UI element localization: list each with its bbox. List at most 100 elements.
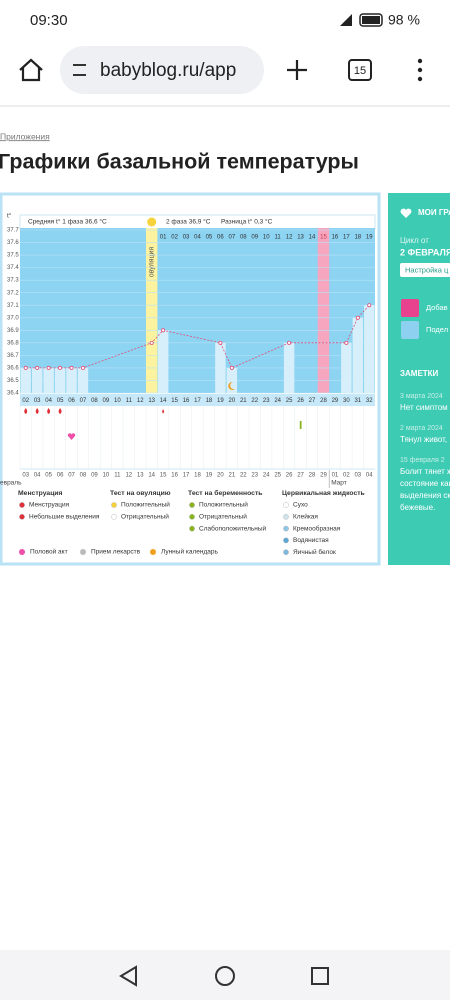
- phase1-average: Средняя t° 1 фаза 36,6 °C: [28, 218, 107, 226]
- home-nav-button[interactable]: [215, 966, 235, 986]
- legend-icon: [19, 514, 25, 520]
- date-label: 24: [263, 473, 270, 479]
- phase2-day-label: 13: [297, 235, 304, 241]
- temperature-point: [367, 303, 372, 308]
- note-date: 2 марта 2024: [400, 425, 443, 432]
- note-text: Тянул живот,: [400, 435, 447, 444]
- new-tab-button[interactable]: [287, 60, 307, 80]
- date-label: 27: [297, 473, 304, 479]
- legend-item: Небольшие выделения: [29, 513, 100, 521]
- temperature-bar: [226, 367, 238, 393]
- y-tick-label: 36.8: [7, 340, 19, 346]
- legend-icon: [283, 514, 289, 520]
- menu-button[interactable]: [417, 58, 423, 82]
- temperature-point: [229, 365, 234, 370]
- temperature-point: [149, 340, 154, 345]
- x-tick-label: 18: [206, 398, 213, 404]
- home-button[interactable]: [19, 58, 43, 82]
- recents-button[interactable]: [311, 967, 329, 985]
- legend-icon: [19, 502, 25, 508]
- x-tick-label: 04: [45, 398, 52, 404]
- y-tick-label: 36.6: [7, 366, 19, 372]
- date-label: 12: [125, 473, 132, 479]
- date-label: 26: [286, 473, 293, 479]
- phase2-day-label: 02: [171, 235, 178, 241]
- date-label: 25: [274, 473, 281, 479]
- y-tick-label: 37.6: [7, 240, 19, 246]
- date-label: 11: [114, 473, 121, 479]
- legend-item: Яичный белок: [293, 548, 336, 556]
- highlight-column: [317, 228, 330, 393]
- tabs-button[interactable]: [348, 59, 372, 81]
- date-label: 09: [91, 473, 98, 479]
- date-label: 18: [194, 473, 201, 479]
- temperature-bar: [341, 342, 352, 393]
- phase2-day-label: 05: [206, 235, 213, 241]
- signal-icon: [340, 14, 352, 26]
- temperature-point: [23, 365, 28, 370]
- x-tick-label: 07: [80, 398, 87, 404]
- plot-background: [20, 228, 375, 393]
- x-tick-label: 06: [68, 398, 75, 404]
- note-text: выделения ск: [400, 491, 450, 500]
- x-tick-label: 03: [34, 398, 41, 404]
- tab-count: 15: [354, 65, 366, 77]
- legend-icon: [189, 514, 195, 520]
- legend-item: Отрицательный: [121, 513, 169, 521]
- x-tick-label: 23: [263, 398, 270, 404]
- x-tick-label: 26: [297, 398, 304, 404]
- temperature-point: [355, 315, 360, 320]
- x-tick-label: 12: [137, 398, 144, 404]
- back-button[interactable]: [119, 965, 137, 987]
- legend-title: Менструация: [18, 490, 63, 497]
- date-label: 23: [251, 473, 258, 479]
- date-label: 29: [320, 473, 327, 479]
- legend-item: Клейкая: [293, 513, 318, 521]
- legend-item: Сухо: [293, 502, 308, 509]
- breadcrumb[interactable]: Приложения: [0, 131, 50, 141]
- temperature-bar: [43, 367, 54, 393]
- legend-icon: [111, 514, 117, 520]
- ovulation-column: [145, 228, 158, 393]
- legend-icon: [283, 537, 289, 544]
- date-label: 22: [240, 473, 247, 479]
- legend-item: Кремообразная: [293, 524, 341, 532]
- page-title: Графики базальной температуры: [0, 150, 359, 174]
- chart: t° Средняя t° 1 фаза 36,6 °C 2 фаза 36,9 °…: [0, 212, 376, 556]
- add-icon: [401, 299, 419, 317]
- phase2-average: 2 фаза 36,9 °C: [166, 218, 211, 226]
- settings-button[interactable]: [400, 263, 450, 277]
- y-tick-label: 37.3: [7, 278, 19, 284]
- site-settings-icon[interactable]: [73, 64, 86, 76]
- note-date: 15 февраля 2: [400, 457, 445, 464]
- note-text: состояние как: [400, 479, 450, 488]
- x-tick-label: 14: [160, 398, 167, 404]
- phase2-day-label: 04: [194, 235, 201, 241]
- legend-icon: [283, 525, 289, 532]
- legend-item: Прием лекарств: [91, 549, 141, 556]
- phase2-day-label: 17: [343, 235, 350, 241]
- legend-item: Слабоположительный: [199, 524, 267, 532]
- temperature-point: [35, 365, 40, 370]
- side-panel: [388, 193, 450, 565]
- note-date: 3 марта 2024: [400, 393, 443, 400]
- y-tick-label: 37.5: [7, 253, 19, 259]
- date-label: 21: [229, 473, 236, 479]
- heart-icon: [400, 208, 412, 218]
- y-tick-label: 36.7: [7, 353, 19, 359]
- month-label: Март: [331, 480, 347, 487]
- date-label: 15: [160, 473, 167, 479]
- y-tick-label: 37.2: [7, 290, 19, 296]
- temperature-difference: Разница t° 0,3 °C: [221, 218, 273, 226]
- legend-icon: [111, 502, 117, 508]
- y-tick-label: 36.4: [7, 391, 19, 397]
- temperature-point: [218, 340, 223, 345]
- temperature-bar: [157, 330, 169, 393]
- y-tick-label: 37.4: [7, 265, 19, 271]
- temperature-bar: [283, 342, 295, 393]
- url-bar[interactable]: [60, 46, 264, 94]
- x-tick-label: 29: [332, 398, 339, 404]
- temperature-point: [46, 365, 51, 370]
- legend-icon: [283, 502, 289, 508]
